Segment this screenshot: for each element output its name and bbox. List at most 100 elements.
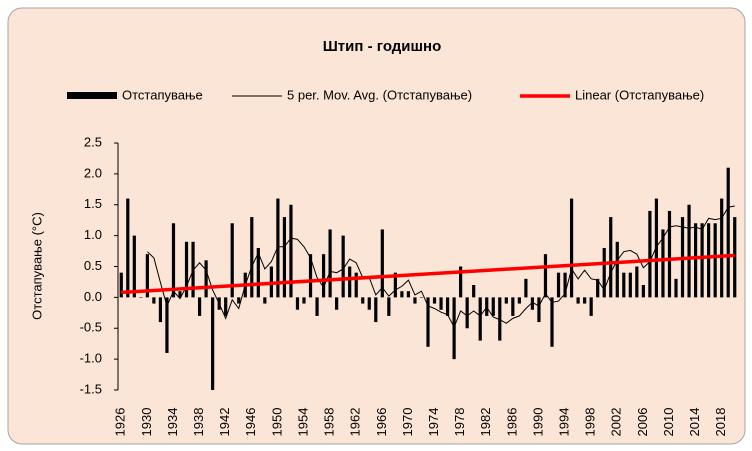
bar xyxy=(733,217,737,298)
bar xyxy=(354,272,358,298)
bar xyxy=(530,297,535,310)
x-tick-label: 2014 xyxy=(687,408,702,437)
bar xyxy=(341,235,345,298)
bar xyxy=(615,241,619,298)
bar xyxy=(315,297,319,316)
bar xyxy=(498,297,502,341)
x-tick-label: 1970 xyxy=(400,408,415,437)
bar xyxy=(452,297,456,360)
bar xyxy=(230,223,234,298)
bar xyxy=(158,297,163,323)
bar xyxy=(661,229,665,298)
legend-label: Linear (Отстапување) xyxy=(575,87,704,102)
bar xyxy=(361,297,365,304)
bar xyxy=(419,297,424,298)
bar xyxy=(517,297,521,304)
bar xyxy=(641,285,645,298)
legend-label: Отстапување xyxy=(122,87,203,102)
y-axis-label: Отстапување (°C) xyxy=(29,212,44,320)
bar xyxy=(145,254,149,298)
x-tick-label: 1950 xyxy=(269,408,284,437)
bar xyxy=(550,297,554,347)
bar xyxy=(302,297,306,304)
bar xyxy=(609,217,613,298)
x-tick-label: 1954 xyxy=(295,408,310,437)
bar xyxy=(720,198,724,298)
x-tick-label: 1938 xyxy=(191,408,206,437)
x-tick-label: 1994 xyxy=(556,408,571,437)
bar xyxy=(713,223,717,298)
y-tick-label: 2.5 xyxy=(84,134,102,149)
bar xyxy=(178,291,182,298)
bar xyxy=(726,167,730,298)
chart-title: Штип - годишно xyxy=(323,38,442,55)
bar xyxy=(432,297,437,304)
trend-line xyxy=(121,253,735,295)
bar xyxy=(576,297,580,304)
bar xyxy=(204,260,208,298)
x-tick-label: 1962 xyxy=(348,408,363,437)
bar xyxy=(165,297,169,353)
bar xyxy=(472,285,476,298)
bar xyxy=(348,266,352,298)
bar xyxy=(491,297,495,316)
bar xyxy=(504,297,508,304)
bar xyxy=(263,297,267,304)
legend-swatch xyxy=(67,92,117,99)
bar xyxy=(139,297,143,298)
bar xyxy=(635,266,639,298)
bar xyxy=(707,223,711,298)
legend-label: 5 per. Mov. Avg. (Отстапување) xyxy=(287,87,472,102)
bar xyxy=(622,272,626,298)
bar xyxy=(132,235,136,298)
bar xyxy=(289,204,293,298)
bar xyxy=(589,297,593,316)
bar xyxy=(445,297,450,316)
bar xyxy=(184,241,189,298)
bar xyxy=(380,229,384,298)
x-tick-label: 2010 xyxy=(661,408,676,437)
x-tick-label: 2006 xyxy=(635,408,650,437)
x-tick-label: 1926 xyxy=(113,408,128,437)
bar xyxy=(335,297,339,310)
bar xyxy=(511,297,515,316)
bar xyxy=(250,217,254,298)
x-tick-label: 1934 xyxy=(165,408,180,437)
bar xyxy=(400,291,404,298)
y-tick-label: 1.5 xyxy=(84,196,102,211)
bar xyxy=(256,247,260,298)
x-tick-label: 1958 xyxy=(322,408,337,437)
x-tick-label: 1986 xyxy=(504,408,519,437)
bar xyxy=(543,254,548,298)
bar xyxy=(439,297,443,310)
x-tick-label: 1990 xyxy=(530,408,545,437)
x-tick-label: 1946 xyxy=(243,408,258,437)
bar xyxy=(387,297,391,316)
x-tick-label: 1942 xyxy=(217,408,232,437)
bar xyxy=(374,297,378,323)
bar xyxy=(237,297,241,304)
bar xyxy=(282,217,287,298)
bar xyxy=(569,198,574,298)
y-tick-label: -1.5 xyxy=(80,381,102,396)
bar xyxy=(465,297,469,329)
x-tick-label: 1966 xyxy=(374,408,389,437)
bar xyxy=(602,247,606,298)
y-tick-label: 0.5 xyxy=(84,258,102,273)
y-tick-label: -1.0 xyxy=(80,351,102,366)
y-tick-label: 1.0 xyxy=(84,227,102,242)
bar xyxy=(459,266,463,298)
bar xyxy=(295,297,300,310)
bar xyxy=(556,272,561,298)
bar xyxy=(524,278,528,298)
x-tick-label: 2018 xyxy=(713,408,728,437)
x-tick-label: 1978 xyxy=(452,408,467,437)
bar xyxy=(328,229,332,298)
bar xyxy=(628,272,632,298)
bar xyxy=(126,198,130,298)
bar xyxy=(152,297,156,304)
bar xyxy=(171,223,176,298)
bar xyxy=(321,254,326,298)
chart-background xyxy=(7,7,746,445)
